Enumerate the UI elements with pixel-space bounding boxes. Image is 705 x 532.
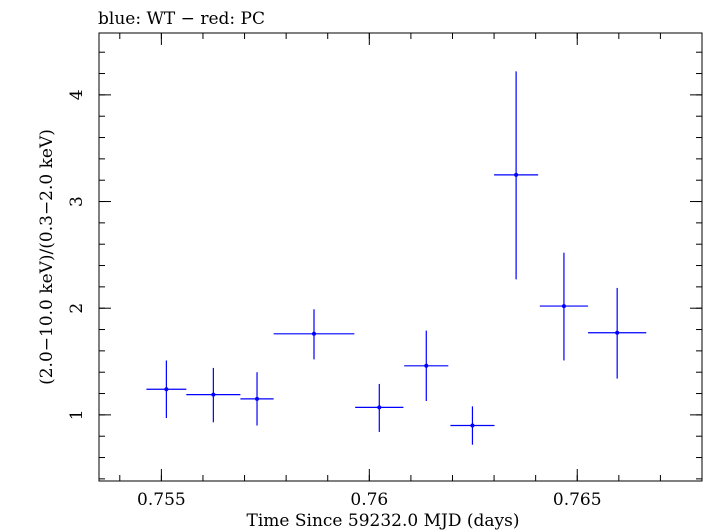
x-tick-label: 0.76 bbox=[350, 490, 388, 510]
data-point bbox=[404, 330, 449, 401]
y-axis-label: (2.0−10.0 keV)/(0.3−2.0 keV) bbox=[37, 129, 57, 385]
data-point bbox=[240, 372, 274, 426]
y-tick-label: 1 bbox=[67, 409, 87, 420]
chart-title: blue: WT − red: PC bbox=[98, 9, 265, 29]
point-marker bbox=[312, 331, 317, 336]
plot-frame bbox=[98, 32, 703, 482]
y-tick-label: 3 bbox=[67, 196, 87, 207]
point-marker bbox=[211, 392, 216, 397]
data-points bbox=[146, 71, 647, 445]
data-point bbox=[539, 252, 589, 361]
data-point bbox=[588, 287, 647, 379]
data-point bbox=[450, 406, 495, 445]
point-marker bbox=[561, 304, 566, 309]
point-marker bbox=[470, 423, 475, 428]
point-marker bbox=[377, 405, 382, 410]
data-point bbox=[355, 383, 404, 432]
point-marker bbox=[255, 396, 260, 401]
point-marker bbox=[514, 172, 519, 177]
data-point bbox=[273, 309, 355, 360]
data-point bbox=[494, 71, 539, 280]
y-tick-label: 4 bbox=[67, 89, 87, 100]
x-tick-label: 0.755 bbox=[137, 490, 186, 510]
x-axis-label: Time Since 59232.0 MJD (days) bbox=[247, 511, 520, 531]
point-marker bbox=[424, 363, 429, 368]
data-point bbox=[186, 367, 241, 423]
x-tick-label: 0.765 bbox=[553, 490, 602, 510]
data-point bbox=[146, 360, 187, 419]
axis-ticks bbox=[99, 33, 703, 481]
y-tick-label: 2 bbox=[67, 303, 87, 314]
axis-tick-labels: 0.755 0.76 0.765 1 2 3 4 bbox=[67, 89, 602, 510]
point-marker bbox=[615, 330, 620, 335]
point-marker bbox=[164, 387, 169, 392]
